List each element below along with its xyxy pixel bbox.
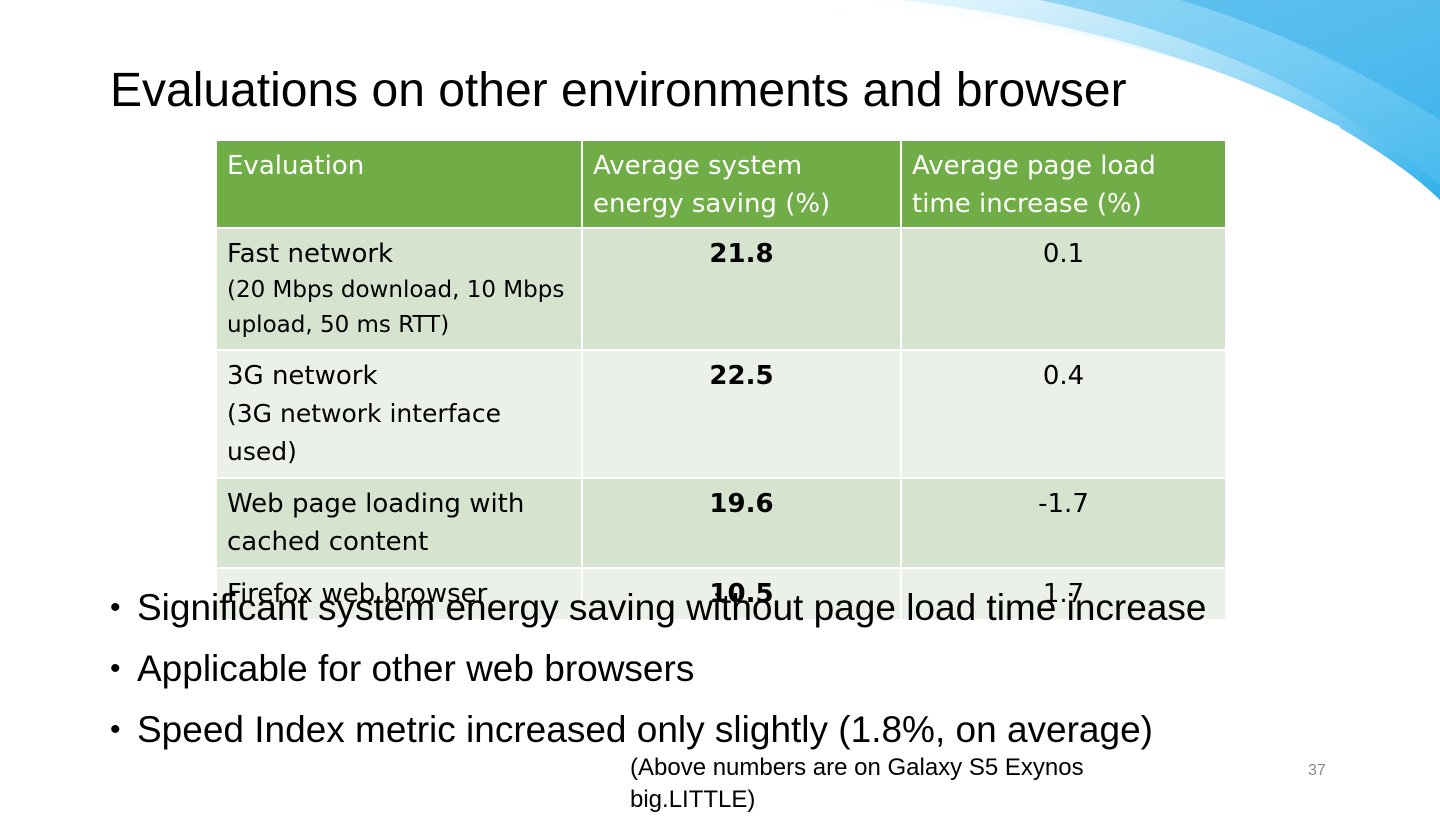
load-time-increase-value: 0.4 <box>900 349 1227 479</box>
table-row: Web page loading with cached content 19.… <box>215 477 1227 569</box>
bullet-icon: • <box>110 652 121 685</box>
energy-saving-value: 10.5 <box>581 567 902 621</box>
evaluation-cell: Firefox web browser <box>215 567 583 621</box>
page-number: 37 <box>1308 762 1326 779</box>
evaluation-detail: (20 Mbps download, 10 Mbps upload, 50 ms… <box>227 277 565 338</box>
table-row: Fast network (20 Mbps download, 10 Mbps … <box>215 227 1227 351</box>
bullet-text: Significant system energy saving without… <box>137 587 1207 628</box>
evaluation-detail: (3G network interface used) <box>227 399 501 466</box>
evaluation-label: Firefox web browser <box>227 579 488 609</box>
bullet-icon: • <box>110 713 121 746</box>
header-load-time-increase: Average page load time increase (%) <box>900 139 1227 229</box>
evaluation-label: Web page loading with cached content <box>227 489 525 557</box>
evaluation-label: 3G network <box>227 361 378 391</box>
bullet-item: • Significant system energy saving witho… <box>110 585 1290 630</box>
bullet-text: Applicable for other web browsers <box>137 648 695 689</box>
bullet-icon: • <box>110 591 121 624</box>
table-row: 3G network (3G network interface used) 2… <box>215 349 1227 479</box>
table-header-row: Evaluation Average system energy saving … <box>215 139 1227 229</box>
slide-title: Evaluations on other environments and br… <box>110 64 1127 117</box>
evaluation-label: Fast network <box>227 239 394 269</box>
table-row: Firefox web browser 10.5 1.7 <box>215 567 1227 621</box>
footnote: (Above numbers are on Galaxy S5 Exynos b… <box>630 754 1084 813</box>
bullet-text: Speed Index metric increased only slight… <box>137 709 1153 750</box>
energy-saving-value: 21.8 <box>581 227 902 351</box>
evaluation-cell: Fast network (20 Mbps download, 10 Mbps … <box>215 227 583 351</box>
header-evaluation: Evaluation <box>215 139 583 229</box>
energy-saving-value: 22.5 <box>581 349 902 479</box>
load-time-increase-value: 1.7 <box>900 567 1227 621</box>
bullet-list: • Significant system energy saving witho… <box>110 585 1290 768</box>
energy-saving-value: 19.6 <box>581 477 902 569</box>
evaluation-cell: 3G network (3G network interface used) <box>215 349 583 479</box>
evaluation-cell: Web page loading with cached content <box>215 477 583 569</box>
load-time-increase-value: 0.1 <box>900 227 1227 351</box>
header-energy-saving: Average system energy saving (%) <box>581 139 902 229</box>
bullet-item: • Speed Index metric increased only slig… <box>110 707 1290 752</box>
bullet-item: • Applicable for other web browsers <box>110 646 1290 691</box>
load-time-increase-value: -1.7 <box>900 477 1227 569</box>
results-table: Evaluation Average system energy saving … <box>215 139 1227 621</box>
